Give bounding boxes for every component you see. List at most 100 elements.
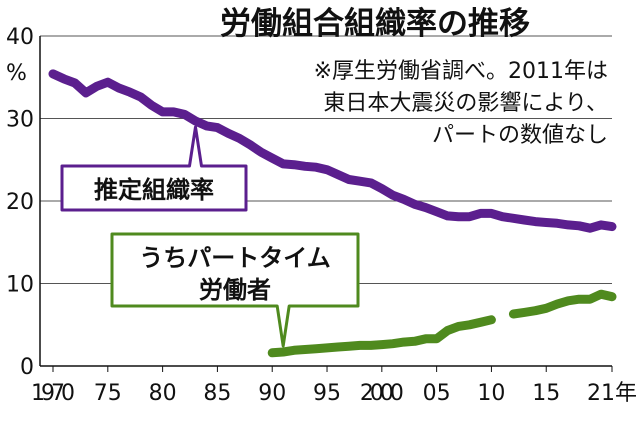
data-point: [413, 203, 416, 206]
data-point: [534, 220, 537, 223]
data-point: [85, 92, 87, 94]
data-point: [249, 144, 252, 146]
data-point: [150, 104, 153, 107]
data-point: [194, 120, 197, 122]
data-point: [391, 342, 394, 345]
data-point: [523, 219, 526, 221]
data-point: [446, 215, 449, 217]
data-point: [271, 352, 274, 354]
data-point: [490, 319, 493, 321]
data-point: [139, 96, 142, 98]
data-point: [381, 187, 383, 190]
x-tick-label: 75: [94, 381, 122, 406]
data-point: [457, 215, 460, 218]
data-point: [359, 180, 361, 182]
data-point: [479, 321, 482, 324]
series-callout-box: [110, 232, 360, 348]
data-point: [479, 212, 482, 215]
data-point: [611, 225, 613, 228]
data-point: [589, 298, 591, 300]
data-point: [63, 78, 65, 80]
x-tick-label: 90: [258, 381, 286, 406]
data-point: [161, 111, 164, 113]
data-point: [326, 347, 328, 349]
data-point: [370, 182, 372, 184]
data-point: [293, 163, 295, 166]
data-point: [337, 346, 339, 348]
data-point: [490, 212, 493, 215]
data-point: [413, 340, 416, 343]
data-point: [600, 224, 602, 226]
data-point: [435, 337, 438, 340]
data-point: [567, 300, 569, 302]
series-callout-box: [60, 125, 248, 212]
data-point: [282, 351, 284, 353]
data-point: [348, 345, 350, 348]
data-point: [545, 221, 548, 224]
y-tick-label: 0: [20, 355, 34, 380]
data-point: [216, 126, 219, 129]
data-point: [370, 344, 372, 347]
data-point: [567, 224, 569, 226]
x-tick-label: 15: [532, 381, 560, 406]
data-point: [128, 91, 131, 93]
data-point: [304, 165, 306, 168]
x-tick-label: 95: [313, 381, 341, 406]
data-point: [293, 349, 295, 352]
data-point: [96, 85, 98, 88]
data-point: [402, 341, 405, 343]
x-tick-label: 1970: [31, 381, 75, 406]
data-point: [52, 73, 54, 75]
data-point: [424, 337, 427, 340]
data-point: [556, 222, 558, 225]
y-tick-label: 30: [6, 108, 34, 133]
data-point: [117, 87, 120, 89]
data-point: [348, 178, 350, 181]
data-point: [523, 311, 526, 314]
data-point: [271, 157, 274, 159]
series-label: 推定組織率: [94, 176, 214, 204]
data-point: [315, 166, 317, 168]
data-point: [260, 151, 263, 154]
data-point: [468, 323, 471, 326]
source-note-line: パートの数値なし: [432, 123, 608, 148]
series-line: [508, 289, 617, 319]
data-point: [183, 113, 186, 116]
data-point: [435, 210, 438, 213]
series-line: [48, 69, 617, 233]
x-tick-label: 10: [477, 381, 505, 406]
data-point: [359, 344, 361, 347]
source-note-line: ※厚生労働省調べ。2011年は: [314, 59, 608, 84]
chart-title: 労働組合組織率の推移: [220, 6, 530, 42]
data-point: [578, 298, 580, 300]
data-point: [381, 343, 383, 346]
x-tick-label: 85: [203, 381, 231, 406]
x-tick-label: 21年: [587, 381, 637, 406]
data-point: [512, 313, 515, 315]
series-label: うちパートタイム: [139, 244, 331, 272]
data-point: [315, 347, 317, 350]
data-point: [534, 309, 537, 312]
data-point: [468, 215, 471, 218]
y-tick-label: 20: [6, 190, 34, 215]
data-point: [600, 293, 602, 296]
data-point: [512, 217, 515, 220]
y-tick-label: 10: [6, 273, 34, 298]
data-point: [501, 215, 504, 218]
data-point: [424, 206, 427, 209]
data-point: [457, 325, 460, 328]
y-tick-label: 40: [6, 25, 34, 50]
data-point: [391, 194, 394, 197]
series-line: [267, 315, 496, 358]
series-label: 労働者: [199, 276, 271, 304]
data-point: [74, 82, 76, 84]
data-point: [589, 227, 591, 230]
data-point: [446, 329, 449, 332]
x-tick-label: 2000: [360, 381, 404, 406]
data-point: [282, 163, 284, 165]
axes: [39, 36, 612, 367]
